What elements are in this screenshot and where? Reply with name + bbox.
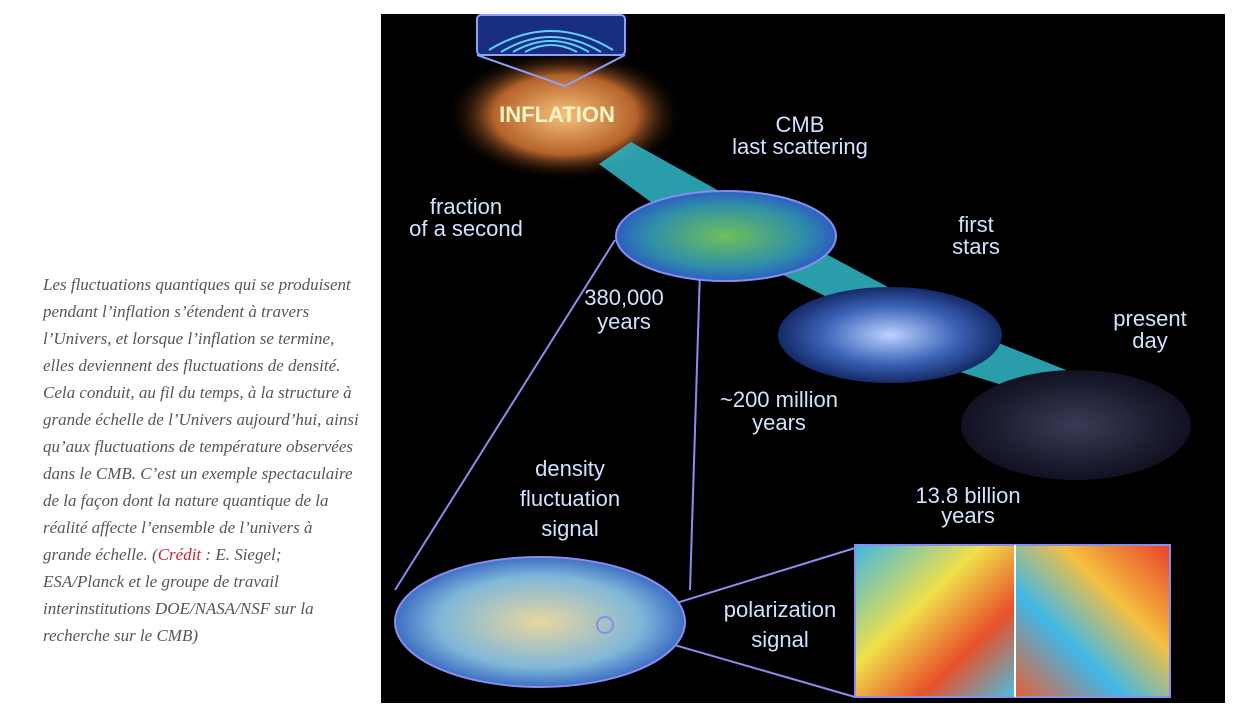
- figure-label: first: [958, 212, 993, 237]
- device-lines: [476, 54, 626, 88]
- polarization-frame: [854, 544, 1171, 698]
- figure-label: last scattering: [732, 134, 868, 159]
- planck-map: [394, 556, 686, 688]
- figure-label: of a second: [409, 216, 523, 241]
- caption-text: Les fluctuations quantiques qui se produ…: [43, 275, 359, 564]
- figure-label: fraction: [430, 194, 502, 219]
- zoom-circle: [596, 616, 614, 634]
- first-stars-image: [778, 287, 1002, 383]
- figure-label: fluctuation: [520, 486, 620, 511]
- device: [476, 14, 626, 56]
- figure-label: present: [1113, 306, 1186, 331]
- figure-label: polarization: [724, 597, 837, 622]
- figure-label: stars: [952, 234, 1000, 259]
- figure-label: density: [535, 456, 605, 481]
- waves: [488, 30, 614, 53]
- figure-label: ~200 million: [720, 387, 838, 412]
- figure-label: years: [597, 309, 651, 334]
- figure-label: CMB: [776, 112, 825, 137]
- galaxies-image: [961, 370, 1191, 480]
- credit-link[interactable]: Crédit: [157, 545, 202, 564]
- figure-label: signal: [751, 627, 808, 652]
- connector: [394, 239, 616, 591]
- connector: [689, 269, 701, 591]
- polarization-map: [1015, 545, 1170, 697]
- figure-caption: Les fluctuations quantiques qui se produ…: [43, 271, 361, 649]
- figure-label: 380,000: [584, 285, 664, 310]
- figure-label: signal: [541, 516, 598, 541]
- cmb-map: [615, 190, 837, 282]
- caption-text: : E. Siegel; ESA/Planck et le groupe de …: [43, 545, 314, 645]
- figure-label: years: [752, 410, 806, 435]
- polarization-map: [855, 545, 1015, 697]
- figure-label: day: [1132, 328, 1167, 353]
- figure-label: years: [941, 503, 995, 528]
- figure-label: INFLATION: [499, 102, 615, 127]
- figure-label: 13.8 billion: [915, 483, 1020, 508]
